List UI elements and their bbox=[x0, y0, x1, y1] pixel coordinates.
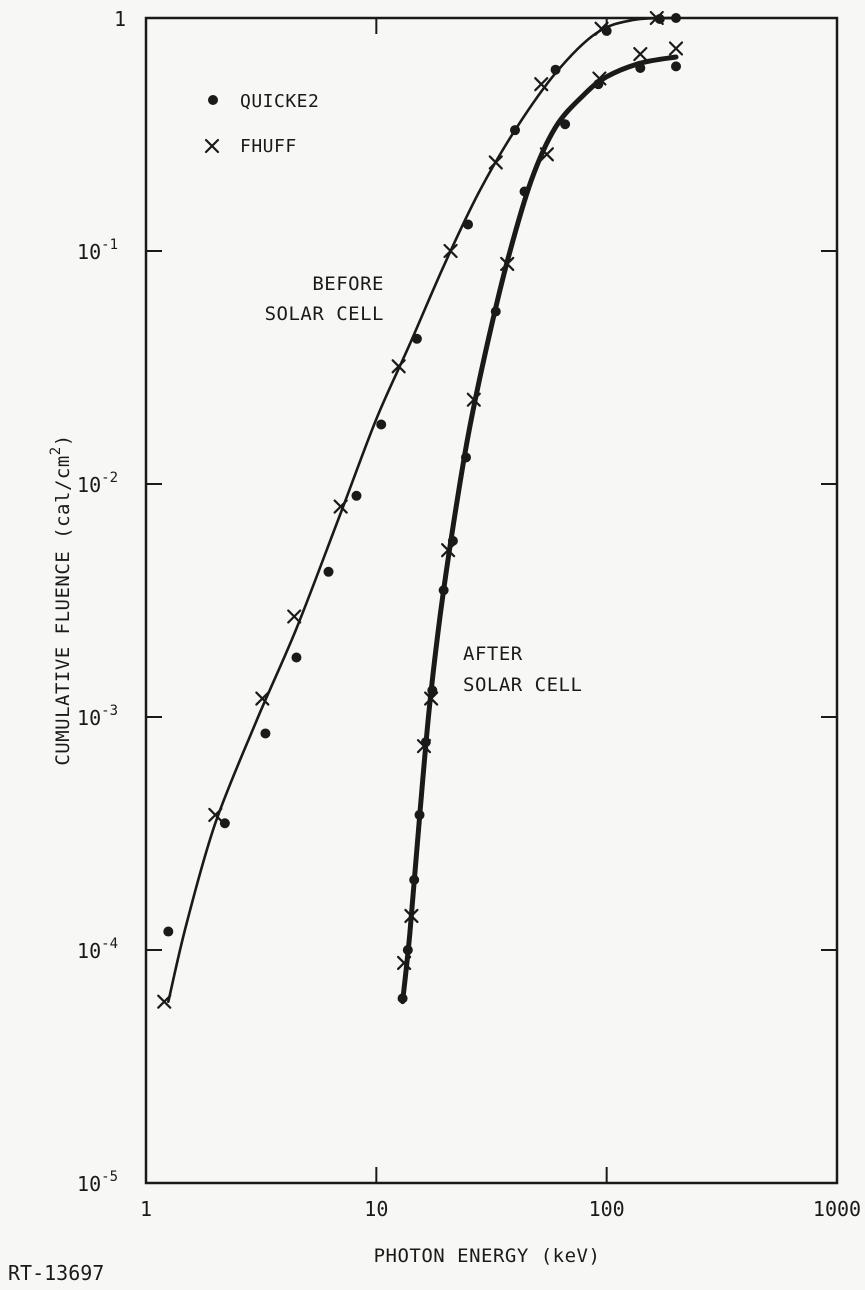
markers-layer bbox=[157, 10, 684, 1009]
x-tick-label-100: 100 bbox=[589, 1197, 625, 1221]
annotation-before-line1: BEFORE bbox=[312, 273, 384, 295]
y-tick-label-1: 1 bbox=[114, 7, 126, 31]
curve-after-solar-cell bbox=[400, 54, 679, 1005]
svg-text:CUMULATIVE FLUENCE (cal/cm2): CUMULATIVE FLUENCE (cal/cm2) bbox=[48, 434, 74, 765]
point-before-cross-5 bbox=[391, 359, 406, 374]
point-after-dot-5 bbox=[427, 685, 438, 696]
point-after-dot-14 bbox=[671, 61, 682, 72]
point-after-dot-8 bbox=[460, 452, 471, 463]
point-before-cross-9 bbox=[594, 21, 609, 36]
annotation-before-line2: SOLAR CELL bbox=[265, 303, 384, 325]
point-before-cross-8 bbox=[534, 77, 549, 92]
point-before-dot-10 bbox=[550, 64, 561, 75]
figure-id: RT-13697 bbox=[8, 1261, 104, 1285]
labels-layer: 1 10 100 1000 10-5 10-4 10-3 10-2 10-1 1 bbox=[77, 7, 861, 1221]
point-after-dot-3 bbox=[414, 809, 425, 820]
point-before-cross-2 bbox=[255, 691, 270, 706]
point-before-dot-0 bbox=[163, 926, 174, 937]
x-tick-label-1000: 1000 bbox=[813, 1197, 861, 1221]
annotation-after-line1: AFTER bbox=[463, 643, 523, 665]
y-tick-label-10e-1: 10-1 bbox=[77, 237, 118, 264]
point-after-cross-0 bbox=[397, 955, 412, 971]
point-before-dot-4 bbox=[323, 566, 334, 577]
legend-cross-symbol bbox=[204, 138, 220, 154]
point-after-dot-13 bbox=[635, 63, 646, 74]
point-before-dot-6 bbox=[376, 419, 387, 430]
plot-frame bbox=[144, 16, 839, 1185]
x-tick-label-10: 10 bbox=[364, 1197, 388, 1221]
point-after-dot-1 bbox=[402, 945, 413, 955]
annotation-before-solar-cell: BEFORE SOLAR CELL bbox=[265, 273, 384, 325]
series-after-dot bbox=[397, 61, 682, 1004]
y-tick-label-10e-2: 10-2 bbox=[77, 470, 118, 497]
y-axis-title: CUMULATIVE FLUENCE (cal/cm bbox=[52, 455, 74, 765]
point-after-dot-6 bbox=[438, 585, 449, 596]
point-after-dot-2 bbox=[409, 874, 420, 885]
point-before-cross-4 bbox=[333, 499, 348, 514]
annotation-after-line2: SOLAR CELL bbox=[463, 674, 582, 696]
point-before-cross-7 bbox=[488, 155, 503, 170]
point-after-cross-10 bbox=[668, 41, 684, 56]
point-before-cross-6 bbox=[443, 243, 458, 259]
curve-before-solar-cell bbox=[167, 16, 678, 1003]
point-before-cross-1 bbox=[208, 807, 223, 823]
point-before-dot-3 bbox=[291, 652, 302, 663]
point-after-dot-0 bbox=[397, 993, 408, 1004]
point-after-cross-2 bbox=[416, 739, 432, 754]
point-after-cross-9 bbox=[633, 46, 648, 62]
point-before-cross-3 bbox=[287, 609, 302, 624]
point-before-dot-8 bbox=[462, 219, 473, 230]
y-tick-label-10e-3: 10-3 bbox=[77, 703, 118, 730]
point-after-cross-8 bbox=[592, 71, 607, 86]
y-axis-title-close: ) bbox=[52, 434, 74, 446]
point-after-cross-7 bbox=[539, 147, 554, 162]
x-axis-label: PHOTON ENERGY (keV) bbox=[374, 1245, 601, 1267]
annotation-after-solar-cell: AFTER SOLAR CELL bbox=[463, 643, 582, 696]
legend-label-quicke2: QUICKE2 bbox=[240, 91, 319, 112]
point-after-dot-11 bbox=[560, 119, 571, 130]
point-after-cross-1 bbox=[404, 908, 419, 924]
point-after-dot-7 bbox=[447, 535, 458, 546]
point-after-cross-6 bbox=[500, 256, 515, 272]
legend-dot-symbol bbox=[208, 95, 218, 105]
point-before-dot-5 bbox=[351, 490, 362, 501]
point-after-cross-4 bbox=[441, 543, 456, 558]
point-after-cross-5 bbox=[466, 392, 481, 407]
y-tick-label-10e-4: 10-4 bbox=[77, 936, 118, 963]
point-after-dot-10 bbox=[519, 186, 530, 197]
point-before-cross-0 bbox=[157, 994, 172, 1009]
x-axis-title: PHOTON ENERGY (keV) bbox=[374, 1245, 601, 1267]
point-after-cross-3 bbox=[424, 691, 439, 706]
point-before-dot-2 bbox=[260, 728, 271, 739]
point-before-dot-9 bbox=[510, 125, 521, 136]
point-after-dot-9 bbox=[490, 306, 501, 317]
series-after-cross bbox=[397, 41, 684, 971]
x-tick-label-1: 1 bbox=[140, 1197, 152, 1221]
ticks-layer bbox=[146, 18, 837, 1183]
y-axis-label: CUMULATIVE FLUENCE (cal/cm2) bbox=[48, 434, 74, 765]
legend-label-fhuff: FHUFF bbox=[240, 136, 297, 157]
series-before-cross bbox=[157, 10, 664, 1009]
y-tick-label-10e-5: 10-5 bbox=[77, 1169, 118, 1196]
legend: QUICKE2 FHUFF bbox=[204, 91, 319, 157]
y-axis-title-superscript: 2 bbox=[48, 446, 64, 455]
curves-layer bbox=[167, 16, 679, 1005]
point-before-dot-7 bbox=[411, 333, 422, 344]
